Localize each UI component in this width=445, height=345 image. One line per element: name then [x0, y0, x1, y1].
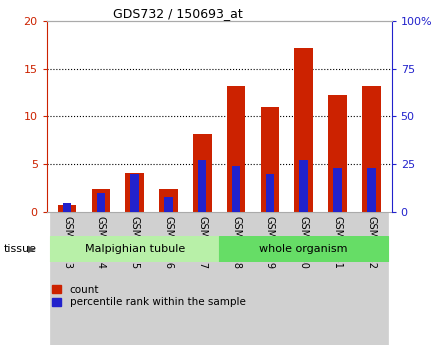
Bar [232, 166, 240, 212]
Bar [186, 212, 219, 345]
Bar [227, 86, 245, 212]
Text: GSM29176: GSM29176 [163, 216, 174, 269]
Bar [295, 48, 313, 212]
Bar [354, 212, 388, 345]
Bar [367, 168, 376, 212]
Bar [266, 174, 274, 212]
Text: GSM29180: GSM29180 [299, 216, 309, 269]
Bar [63, 203, 71, 212]
Legend: count, percentile rank within the sample: count, percentile rank within the sample [52, 285, 246, 307]
Text: GSM29173: GSM29173 [62, 216, 72, 269]
Bar [253, 212, 287, 345]
Bar [287, 212, 320, 345]
Bar [84, 212, 118, 345]
Bar [219, 236, 388, 262]
Bar [164, 197, 173, 212]
Bar [328, 95, 347, 212]
Text: GSM29181: GSM29181 [332, 216, 343, 269]
Bar [198, 160, 206, 212]
Text: ▶: ▶ [28, 244, 36, 254]
Text: GSM29174: GSM29174 [96, 216, 106, 269]
Bar [58, 206, 76, 212]
Bar [299, 160, 308, 212]
Bar [219, 212, 253, 345]
Text: GSM29182: GSM29182 [366, 216, 376, 269]
Bar [97, 193, 105, 212]
Text: whole organism: whole organism [259, 244, 348, 254]
Bar [92, 189, 110, 212]
Bar [130, 174, 139, 212]
Bar [333, 168, 342, 212]
Text: GSM29179: GSM29179 [265, 216, 275, 269]
Bar [152, 212, 186, 345]
Bar [193, 134, 211, 212]
Bar [125, 173, 144, 212]
Bar [50, 212, 84, 345]
Bar [320, 212, 354, 345]
Title: GDS732 / 150693_at: GDS732 / 150693_at [113, 7, 243, 20]
Bar [261, 107, 279, 212]
Bar [362, 86, 380, 212]
Text: GSM29178: GSM29178 [231, 216, 241, 269]
Text: tissue: tissue [4, 244, 36, 254]
Text: GSM29177: GSM29177 [197, 216, 207, 269]
Text: Malpighian tubule: Malpighian tubule [85, 244, 185, 254]
Bar [118, 212, 152, 345]
Bar [50, 236, 219, 262]
Bar [159, 189, 178, 212]
Text: GSM29175: GSM29175 [129, 216, 140, 269]
